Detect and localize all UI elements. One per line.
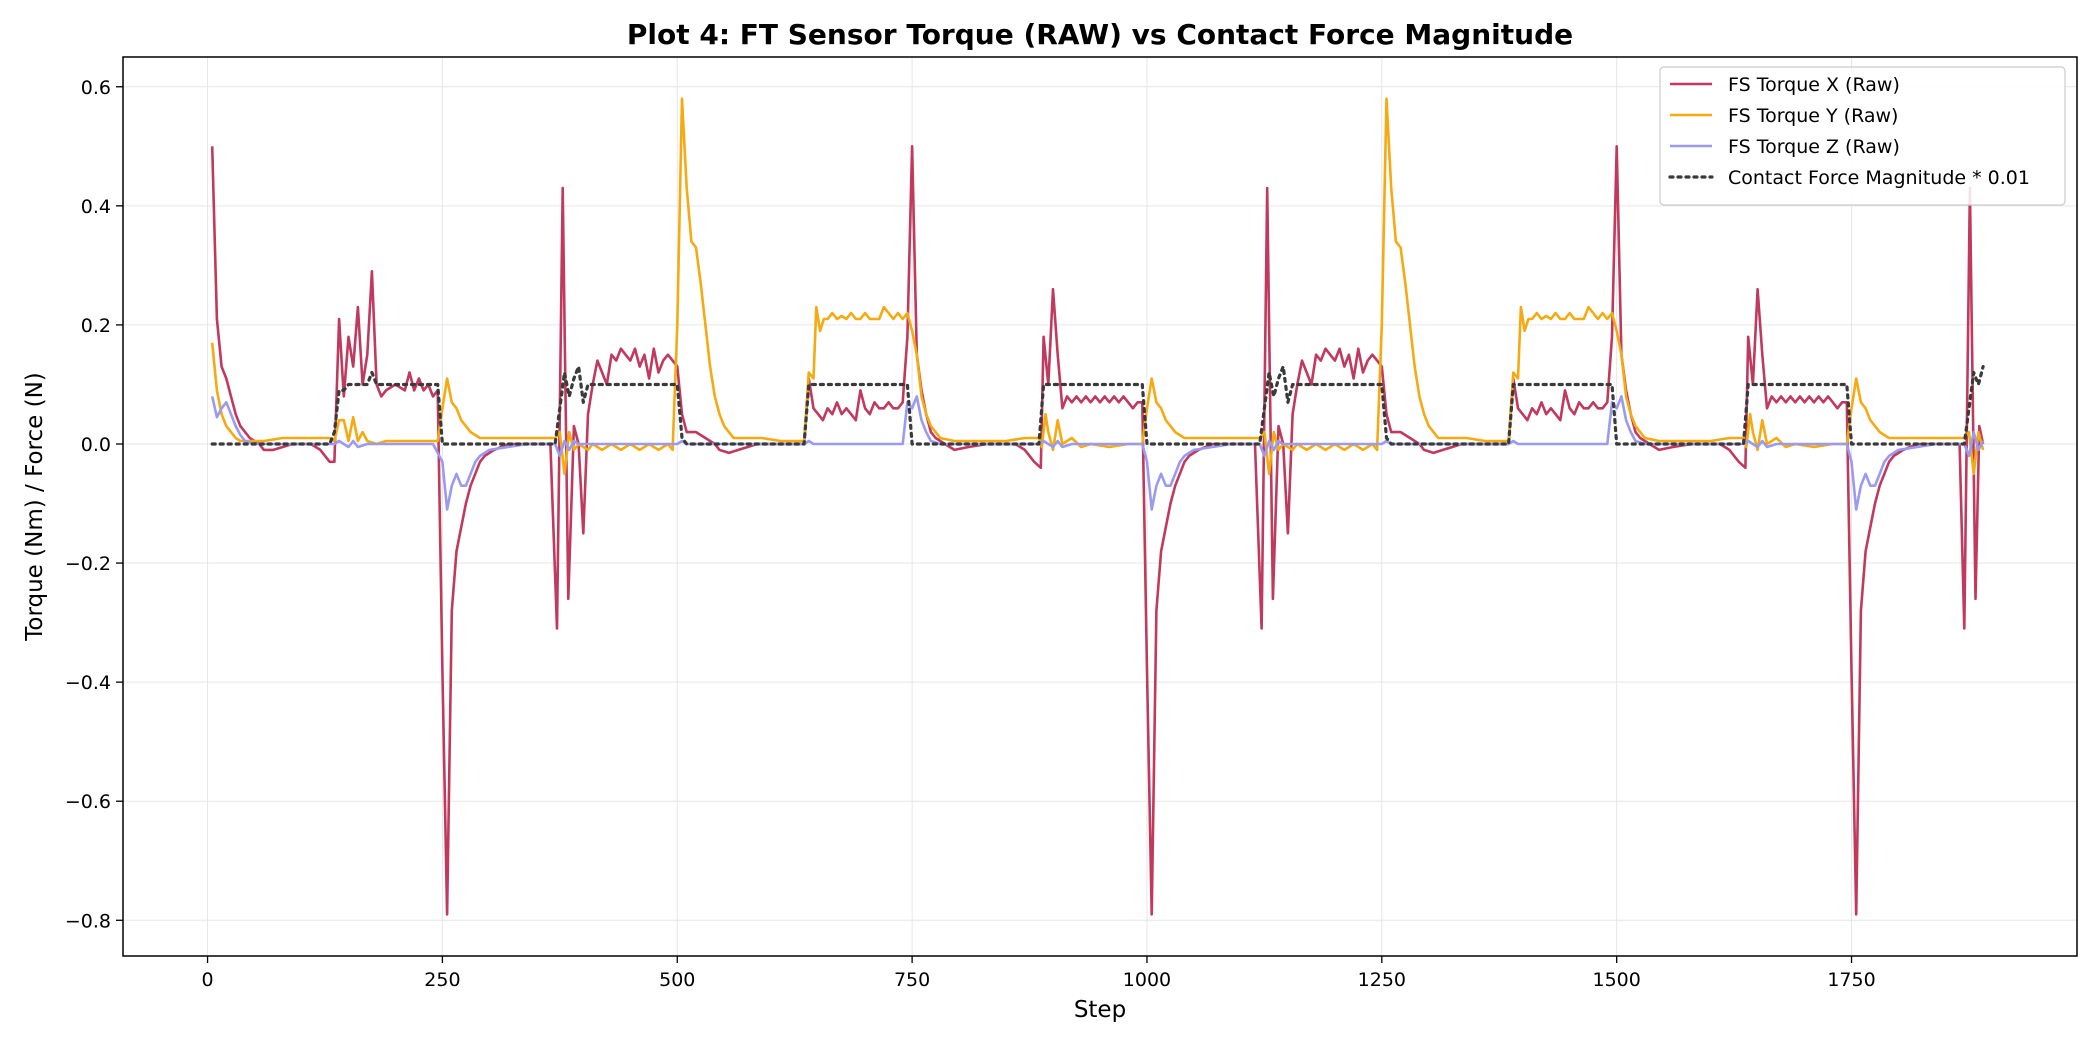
y-tick-label: 0.6 xyxy=(81,77,111,99)
y-tick-label: −0.6 xyxy=(65,791,111,813)
y-tick-label: 0.4 xyxy=(81,196,111,218)
x-axis-ticks: 0 250 500 750 1000 1250 1500 1750 xyxy=(202,956,1876,991)
series-line-4 xyxy=(210,365,1985,446)
legend-box xyxy=(1659,66,2066,206)
y-axis-ticks: −0.8 −0.6 −0.4 −0.2 0.0 0.2 0.4 0.6 xyxy=(65,77,123,932)
y-axis-label: Torque (Nm) / Force (N) xyxy=(22,372,48,642)
series-line-3 xyxy=(210,395,1985,511)
legend-label: FS Torque Y (Raw) xyxy=(1728,105,1898,127)
legend-label: FS Torque Z (Raw) xyxy=(1728,136,1900,158)
plot-area-frame xyxy=(122,56,2078,957)
legend-label: Contact Force Magnitude * 0.01 xyxy=(1728,167,2030,189)
plot-series xyxy=(210,97,1985,916)
x-tick-label: 1000 xyxy=(1123,969,1171,991)
x-tick-label: 1250 xyxy=(1358,969,1406,991)
series-line-2 xyxy=(210,97,1985,476)
x-tick-label: 1500 xyxy=(1593,969,1641,991)
x-axis-label: Step xyxy=(1074,997,1126,1023)
grid xyxy=(123,57,2077,956)
x-tick-label: 750 xyxy=(894,969,930,991)
legend-label: FS Torque X (Raw) xyxy=(1728,74,1900,96)
x-tick-label: 0 xyxy=(202,969,214,991)
y-tick-label: −0.2 xyxy=(65,553,111,575)
y-tick-label: 0.2 xyxy=(81,315,111,337)
y-tick-label: −0.8 xyxy=(65,910,111,932)
y-tick-label: −0.4 xyxy=(65,672,111,694)
x-tick-label: 1750 xyxy=(1827,969,1875,991)
y-tick-label: 0.0 xyxy=(81,434,111,456)
legend: FS Torque X (Raw) FS Torque Y (Raw) FS Tor… xyxy=(1659,66,2066,206)
chart-title: Plot 4: FT Sensor Torque (RAW) vs Contac… xyxy=(627,18,1573,51)
x-tick-label: 250 xyxy=(424,969,460,991)
series-line-1 xyxy=(210,145,1985,916)
x-tick-label: 500 xyxy=(659,969,695,991)
